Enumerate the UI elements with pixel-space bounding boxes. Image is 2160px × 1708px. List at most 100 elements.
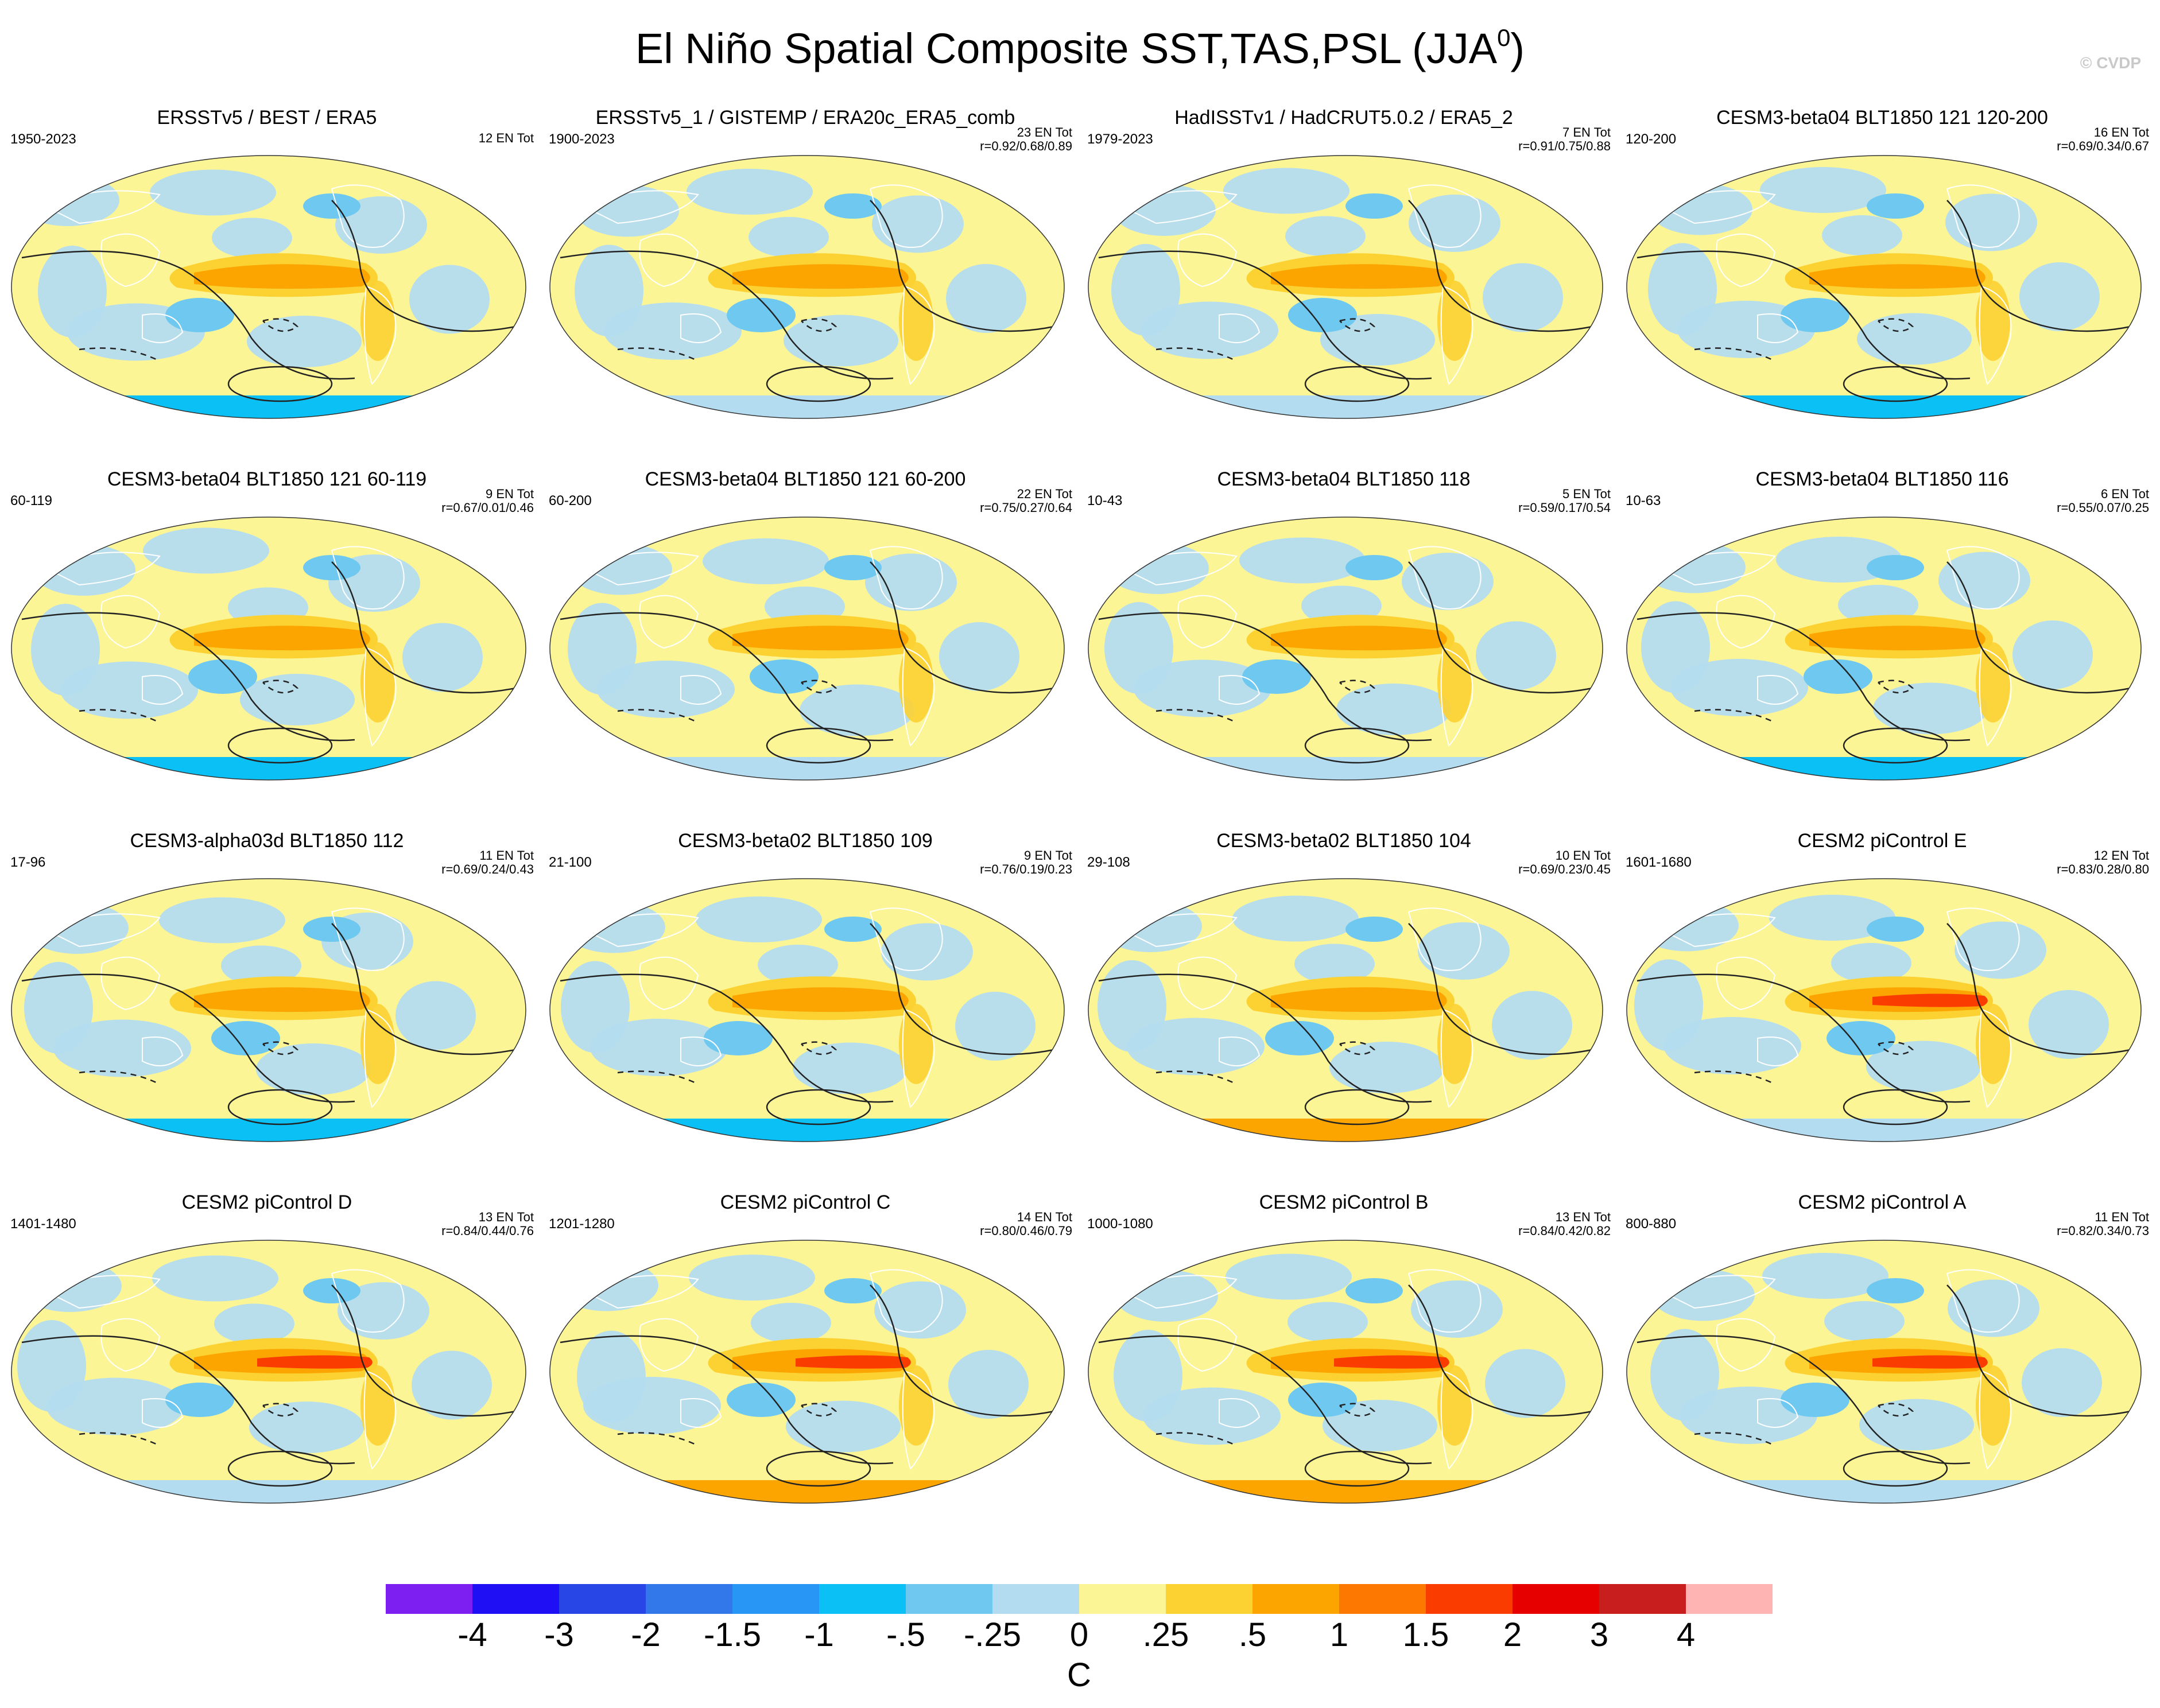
panel-event-count: 9 EN Tot — [1024, 848, 1072, 863]
panel-years: 29-108 — [1087, 855, 1130, 870]
sst-anomaly-map — [549, 878, 1065, 1142]
panel-correlation: r=0.76/0.19/0.23 — [980, 862, 1072, 876]
panel-title: CESM2 piControl B — [1259, 1191, 1429, 1213]
panel-title: CESM3-beta04 BLT1850 121 60-119 — [107, 468, 427, 490]
panel-correlation: r=0.55/0.07/0.25 — [2057, 500, 2149, 515]
colorbar-swatch — [1079, 1584, 1166, 1614]
panel-title: CESM2 piControl D — [181, 1191, 352, 1213]
panel-years: 800-880 — [1626, 1216, 1677, 1232]
sst-anomaly-map — [1088, 517, 1603, 781]
panel-title: CESM3-beta02 BLT1850 104 — [1216, 830, 1471, 852]
panel-title: CESM3-beta02 BLT1850 109 — [678, 830, 933, 852]
panel-event-count: 12 EN Tot — [478, 131, 534, 145]
panel-correlation: r=0.91/0.75/0.88 — [1518, 139, 1611, 153]
map-panel: CESM2 piControl D 1401-1480 13 EN Tot r=0.8… — [0, 1191, 534, 1552]
panel-title: ERSSTv5_1 / GISTEMP / ERA20c_ERA5_comb — [595, 107, 1015, 129]
colorbar-tick-label: -2 — [631, 1616, 661, 1653]
colorbar-tick-label: -1.5 — [704, 1616, 761, 1653]
panel-correlation: r=0.84/0.44/0.76 — [441, 1224, 534, 1238]
panel-years: 120-200 — [1626, 131, 1677, 147]
colorbar-tick-label: -3 — [544, 1616, 574, 1653]
sst-anomaly-map — [11, 1240, 526, 1504]
copyright-label: © CVDP — [2080, 54, 2141, 72]
sst-anomaly-map — [1626, 155, 2142, 419]
panel-event-count: 22 EN Tot — [1017, 487, 1072, 501]
panel-event-count: 7 EN Tot — [1562, 125, 1611, 139]
panel-years: 10-63 — [1626, 493, 1661, 508]
sst-anomaly-map — [11, 155, 526, 419]
colorbar-swatch — [732, 1584, 819, 1614]
panel-years: 17-96 — [10, 855, 46, 870]
colorbar-swatch — [1339, 1584, 1426, 1614]
panel-years: 1979-2023 — [1087, 131, 1153, 147]
sst-anomaly-map — [1626, 517, 2142, 781]
colorbar-tick-label: -1 — [804, 1616, 834, 1653]
colorbar-swatch — [1686, 1584, 1773, 1614]
colorbar-tick-label: 2 — [1503, 1616, 1522, 1653]
panel-correlation: r=0.59/0.17/0.54 — [1518, 500, 1611, 515]
panel-title: CESM2 piControl A — [1798, 1191, 1967, 1213]
map-panel: ERSSTv5 / BEST / ERA5 1950-2023 12 EN Tot — [0, 106, 534, 468]
panel-correlation: r=0.69/0.23/0.45 — [1518, 862, 1611, 876]
panel-title: CESM3-beta04 BLT1850 121 120-200 — [1716, 107, 2048, 129]
panel-correlation: r=0.75/0.27/0.64 — [980, 500, 1072, 515]
panel-event-count: 13 EN Tot — [478, 1210, 534, 1224]
map-panel: CESM3-beta02 BLT1850 104 29-108 10 EN Tot r… — [1077, 829, 1611, 1191]
panel-years: 1401-1480 — [10, 1216, 76, 1232]
panel-event-count: 11 EN Tot — [2095, 1210, 2149, 1224]
panel-title: CESM2 piControl C — [720, 1191, 891, 1213]
panel-correlation: r=0.69/0.34/0.67 — [2057, 139, 2149, 153]
panel-event-count: 11 EN Tot — [479, 848, 534, 863]
map-panel: CESM3-beta04 BLT1850 116 10-63 6 EN Tot r=0… — [1615, 468, 2149, 829]
map-panel: CESM2 piControl B 1000-1080 13 EN Tot r=0.8… — [1077, 1191, 1611, 1552]
sst-anomaly-map — [549, 1240, 1065, 1504]
sst-anomaly-map — [1626, 878, 2142, 1142]
colorbar-swatch — [1513, 1584, 1599, 1614]
panel-years: 1950-2023 — [10, 131, 76, 147]
colorbar-swatch — [992, 1584, 1079, 1614]
panel-event-count: 12 EN Tot — [2093, 848, 2149, 863]
panel-title: ERSSTv5 / BEST / ERA5 — [157, 107, 377, 129]
colorbar-swatch — [906, 1584, 992, 1614]
colorbar-swatch — [1426, 1584, 1513, 1614]
colorbar-swatch — [1252, 1584, 1339, 1614]
panel-years: 1601-1680 — [1626, 855, 1692, 870]
colorbar-tick-label: 1 — [1330, 1616, 1348, 1653]
sst-anomaly-map — [549, 517, 1065, 781]
panel-title: CESM3-alpha03d BLT1850 112 — [130, 830, 404, 852]
panel-title: CESM2 piControl E — [1797, 830, 1967, 852]
panel-title: CESM3-beta04 BLT1850 118 — [1217, 468, 1471, 490]
panel-years: 1201-1280 — [549, 1216, 615, 1232]
colorbar-tick-label: 4 — [1677, 1616, 1695, 1653]
map-panel: HadISSTv1 / HadCRUT5.0.2 / ERA5_2 1979-20… — [1077, 106, 1611, 468]
sst-anomaly-map — [1088, 878, 1603, 1142]
sst-anomaly-map — [11, 878, 526, 1142]
panel-correlation: r=0.83/0.28/0.80 — [2057, 862, 2149, 876]
panel-event-count: 13 EN Tot — [1555, 1210, 1611, 1224]
map-panel: CESM3-beta04 BLT1850 121 60-200 60-200 22 … — [538, 468, 1072, 829]
map-panel: CESM3-beta04 BLT1850 118 10-43 5 EN Tot r=0… — [1077, 468, 1611, 829]
panel-correlation: r=0.80/0.46/0.79 — [980, 1224, 1072, 1238]
panel-correlation: r=0.84/0.42/0.82 — [1518, 1224, 1611, 1238]
map-panel: CESM2 piControl A 800-880 11 EN Tot r=0.82/… — [1615, 1191, 2149, 1552]
sst-anomaly-map — [1626, 1240, 2142, 1504]
colorbar-tick-label: -.25 — [964, 1616, 1021, 1653]
colorbar-tick-label: -4 — [457, 1616, 487, 1653]
panel-event-count: 9 EN Tot — [486, 487, 534, 501]
panel-event-count: 16 EN Tot — [2093, 125, 2149, 139]
panel-correlation: r=0.69/0.24/0.43 — [441, 862, 534, 876]
map-panel: CESM2 piControl E 1601-1680 12 EN Tot r=0.8… — [1615, 829, 2149, 1191]
panel-event-count: 23 EN Tot — [1017, 125, 1072, 139]
panel-title: CESM3-beta04 BLT1850 121 60-200 — [645, 468, 966, 490]
colorbar-swatch — [1599, 1584, 1686, 1614]
panel-years: 60-119 — [10, 493, 52, 508]
colorbar-swatch — [559, 1584, 646, 1614]
panel-correlation: r=0.92/0.68/0.89 — [980, 139, 1072, 153]
colorbar-tick-label: 1.5 — [1403, 1616, 1449, 1653]
panel-title: HadISSTv1 / HadCRUT5.0.2 / ERA5_2 — [1174, 107, 1513, 129]
panel-event-count: 6 EN Tot — [2101, 487, 2149, 501]
map-panel: CESM3-beta04 BLT1850 121 120-200 120-200 1… — [1615, 106, 2149, 468]
map-panel: CESM2 piControl C 1201-1280 14 EN Tot r=0.8… — [538, 1191, 1072, 1552]
panel-years: 21-100 — [549, 855, 592, 870]
map-panel: CESM3-beta02 BLT1850 109 21-100 9 EN Tot r=… — [538, 829, 1072, 1191]
